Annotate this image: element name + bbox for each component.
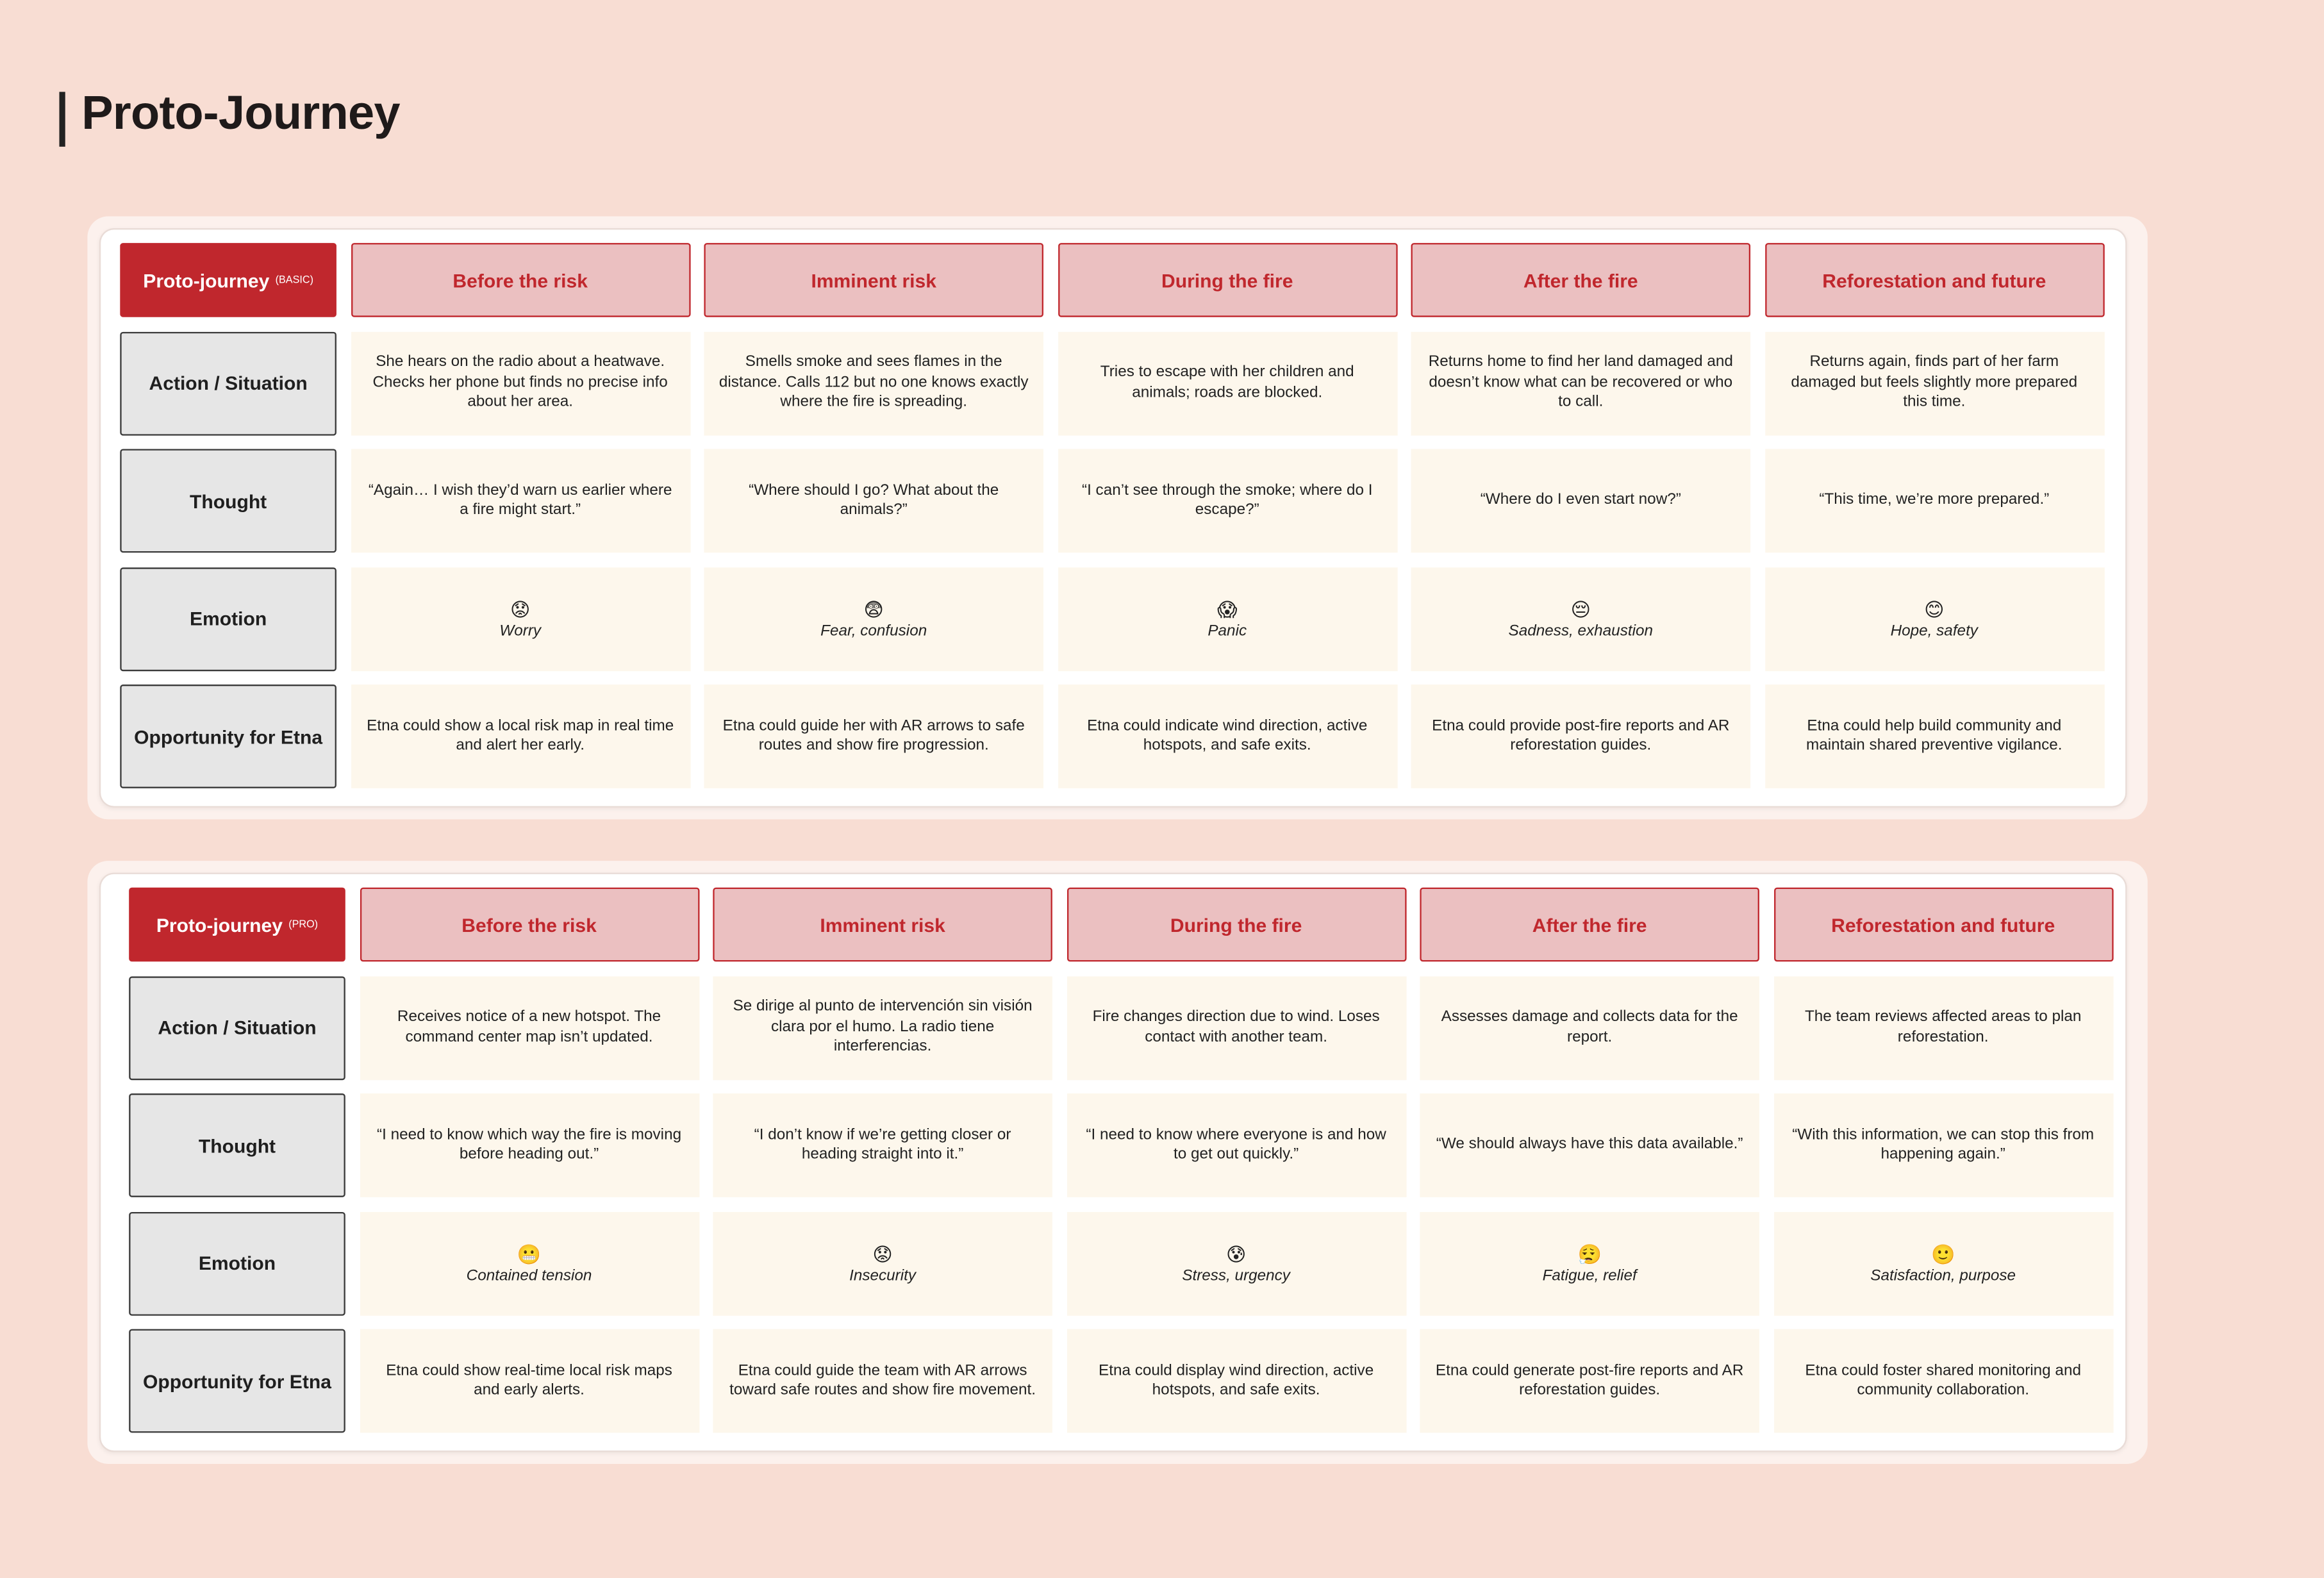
- journey-cell: “Where should I go? What about the anima…: [704, 449, 1043, 553]
- journey-cell: Receives notice of a new hotspot. The co…: [359, 976, 699, 1080]
- emotion-emoji: 😊: [1924, 597, 1945, 620]
- journey-cell: “I need to know where everyone is and ho…: [1066, 1093, 1406, 1198]
- title-accent: [59, 92, 65, 147]
- emotion-text: Worry: [499, 621, 542, 640]
- journey-tag: (PRO): [288, 919, 319, 930]
- journey-cell: “Again… I wish they’d warn us earlier wh…: [350, 449, 690, 553]
- emotion-emoji: 😱: [1217, 597, 1238, 620]
- emotion-cell: 😰 Stress, urgency: [1066, 1211, 1406, 1316]
- journey-cell: Returns again, finds part of her farm da…: [1764, 331, 2104, 435]
- emotion-text: Fatigue, relief: [1542, 1266, 1637, 1284]
- journey-label: Proto-journey (PRO): [129, 887, 345, 962]
- journey-cell: Returns home to find her land damaged an…: [1411, 331, 1751, 435]
- emotion-emoji: 😰: [1225, 1242, 1247, 1265]
- row-label: Emotion: [129, 1211, 345, 1316]
- journey-cell: Smells smoke and sees flames in the dist…: [704, 331, 1043, 435]
- journey-label: Proto-journey (BASIC): [120, 243, 336, 317]
- emotion-emoji: 😔: [1570, 597, 1591, 620]
- journey-name: Proto-journey: [156, 913, 283, 936]
- journey-cell: “With this information, we can stop this…: [1773, 1093, 2113, 1198]
- emotion-emoji: 😟: [510, 597, 531, 620]
- journey-cell: Etna could guide the team with AR arrows…: [713, 1329, 1052, 1434]
- journey-cell: “I don’t know if we’re getting closer or…: [713, 1093, 1052, 1198]
- row-label: Thought: [129, 1093, 345, 1198]
- stage-header: Before the risk: [359, 887, 699, 962]
- emotion-cell: 😬 Contained tension: [359, 1211, 699, 1316]
- journey-cell: “This time, we’re more prepared.”: [1764, 449, 2104, 553]
- emotion-emoji: 😬: [517, 1242, 542, 1265]
- stage-header: Imminent risk: [713, 887, 1052, 962]
- emotion-text: Stress, urgency: [1182, 1266, 1290, 1284]
- row-label: Opportunity for Etna: [120, 685, 336, 789]
- emotion-emoji: 😮‍💨: [1577, 1242, 1602, 1265]
- journey-cell: Se dirige al punto de intervención sin v…: [713, 976, 1052, 1080]
- emotion-cell: 😟 Insecurity: [713, 1211, 1052, 1316]
- row-label: Action / Situation: [129, 976, 345, 1080]
- stage-header: After the fire: [1411, 243, 1751, 317]
- emotion-text: Panic: [1208, 621, 1247, 640]
- journey-cell: She hears on the radio about a heatwave.…: [350, 331, 690, 435]
- journey-cell: Etna could guide her with AR arrows to s…: [704, 685, 1043, 789]
- journey-cell: Etna could foster shared monitoring and …: [1773, 1329, 2113, 1434]
- journey-cell: Etna could provide post-fire reports and…: [1411, 685, 1751, 789]
- journey-cell: “I need to know which way the fire is mo…: [359, 1093, 699, 1198]
- journey-panel: Proto-journey (BASIC) Before the risk Immin…: [87, 216, 2148, 820]
- journey-name: Proto-journey: [143, 269, 270, 292]
- journey-cell: Etna could generate post-fire reports an…: [1420, 1329, 1759, 1434]
- journey-grid: Proto-journey (PRO) Before the risk Imminen…: [129, 887, 2113, 1434]
- emotion-cell: 😱 Panic: [1057, 567, 1397, 671]
- stage-header: Imminent risk: [704, 243, 1043, 317]
- journey-panel: Proto-journey (PRO) Before the risk Imminen…: [87, 861, 2148, 1464]
- emotion-text: Hope, safety: [1890, 621, 1978, 640]
- stage-header: Reforestation and future: [1764, 243, 2104, 317]
- emotion-cell: 😊 Hope, safety: [1764, 567, 2104, 671]
- journey-cell: “I can’t see through the smoke; where do…: [1057, 449, 1397, 553]
- journey-cell: Etna could show real-time local risk map…: [359, 1329, 699, 1434]
- emotion-cell: 😟 Worry: [350, 567, 690, 671]
- emotion-text: Fear, confusion: [820, 621, 927, 640]
- emotion-text: Sadness, exhaustion: [1508, 621, 1653, 640]
- journey-cell: “Where do I even start now?”: [1411, 449, 1751, 553]
- row-label: Emotion: [120, 567, 336, 671]
- journey-cell: Fire changes direction due to wind. Lose…: [1066, 976, 1406, 1080]
- row-label: Opportunity for Etna: [129, 1329, 345, 1434]
- journey-cell: Etna could show a local risk map in real…: [350, 685, 690, 789]
- journey-cell: Etna could indicate wind direction, acti…: [1057, 685, 1397, 789]
- emotion-emoji: 😟: [872, 1242, 893, 1265]
- journey-cell: Tries to escape with her children and an…: [1057, 331, 1397, 435]
- emotion-cell: 🙂 Satisfaction, purpose: [1773, 1211, 2113, 1316]
- page-title: Proto-Journey: [81, 86, 400, 140]
- journey-cell: The team reviews affected areas to plan …: [1773, 976, 2113, 1080]
- emotion-cell: 😔 Sadness, exhaustion: [1411, 567, 1751, 671]
- emotion-emoji: 😨: [863, 597, 884, 620]
- emotion-text: Insecurity: [849, 1266, 917, 1284]
- journey-cell: Assesses damage and collects data for th…: [1420, 976, 1759, 1080]
- journey-grid: Proto-journey (BASIC) Before the risk Immin…: [120, 243, 2104, 789]
- emotion-text: Contained tension: [466, 1266, 592, 1284]
- stage-header: During the fire: [1057, 243, 1397, 317]
- emotion-cell: 😮‍💨 Fatigue, relief: [1420, 1211, 1759, 1316]
- stage-header: After the fire: [1420, 887, 1759, 962]
- emotion-text: Satisfaction, purpose: [1870, 1266, 2016, 1284]
- journey-cell: “We should always have this data availab…: [1420, 1093, 1759, 1198]
- row-label: Action / Situation: [120, 331, 336, 435]
- journey-cell: Etna could display wind direction, activ…: [1066, 1329, 1406, 1434]
- stage-header: Before the risk: [350, 243, 690, 317]
- row-label: Thought: [120, 449, 336, 553]
- emotion-emoji: 🙂: [1930, 1242, 1955, 1265]
- journey-tag: (BASIC): [275, 274, 313, 286]
- emotion-cell: 😨 Fear, confusion: [704, 567, 1043, 671]
- stage-header: Reforestation and future: [1773, 887, 2113, 962]
- stage-header: During the fire: [1066, 887, 1406, 962]
- journey-cell: Etna could help build community and main…: [1764, 685, 2104, 789]
